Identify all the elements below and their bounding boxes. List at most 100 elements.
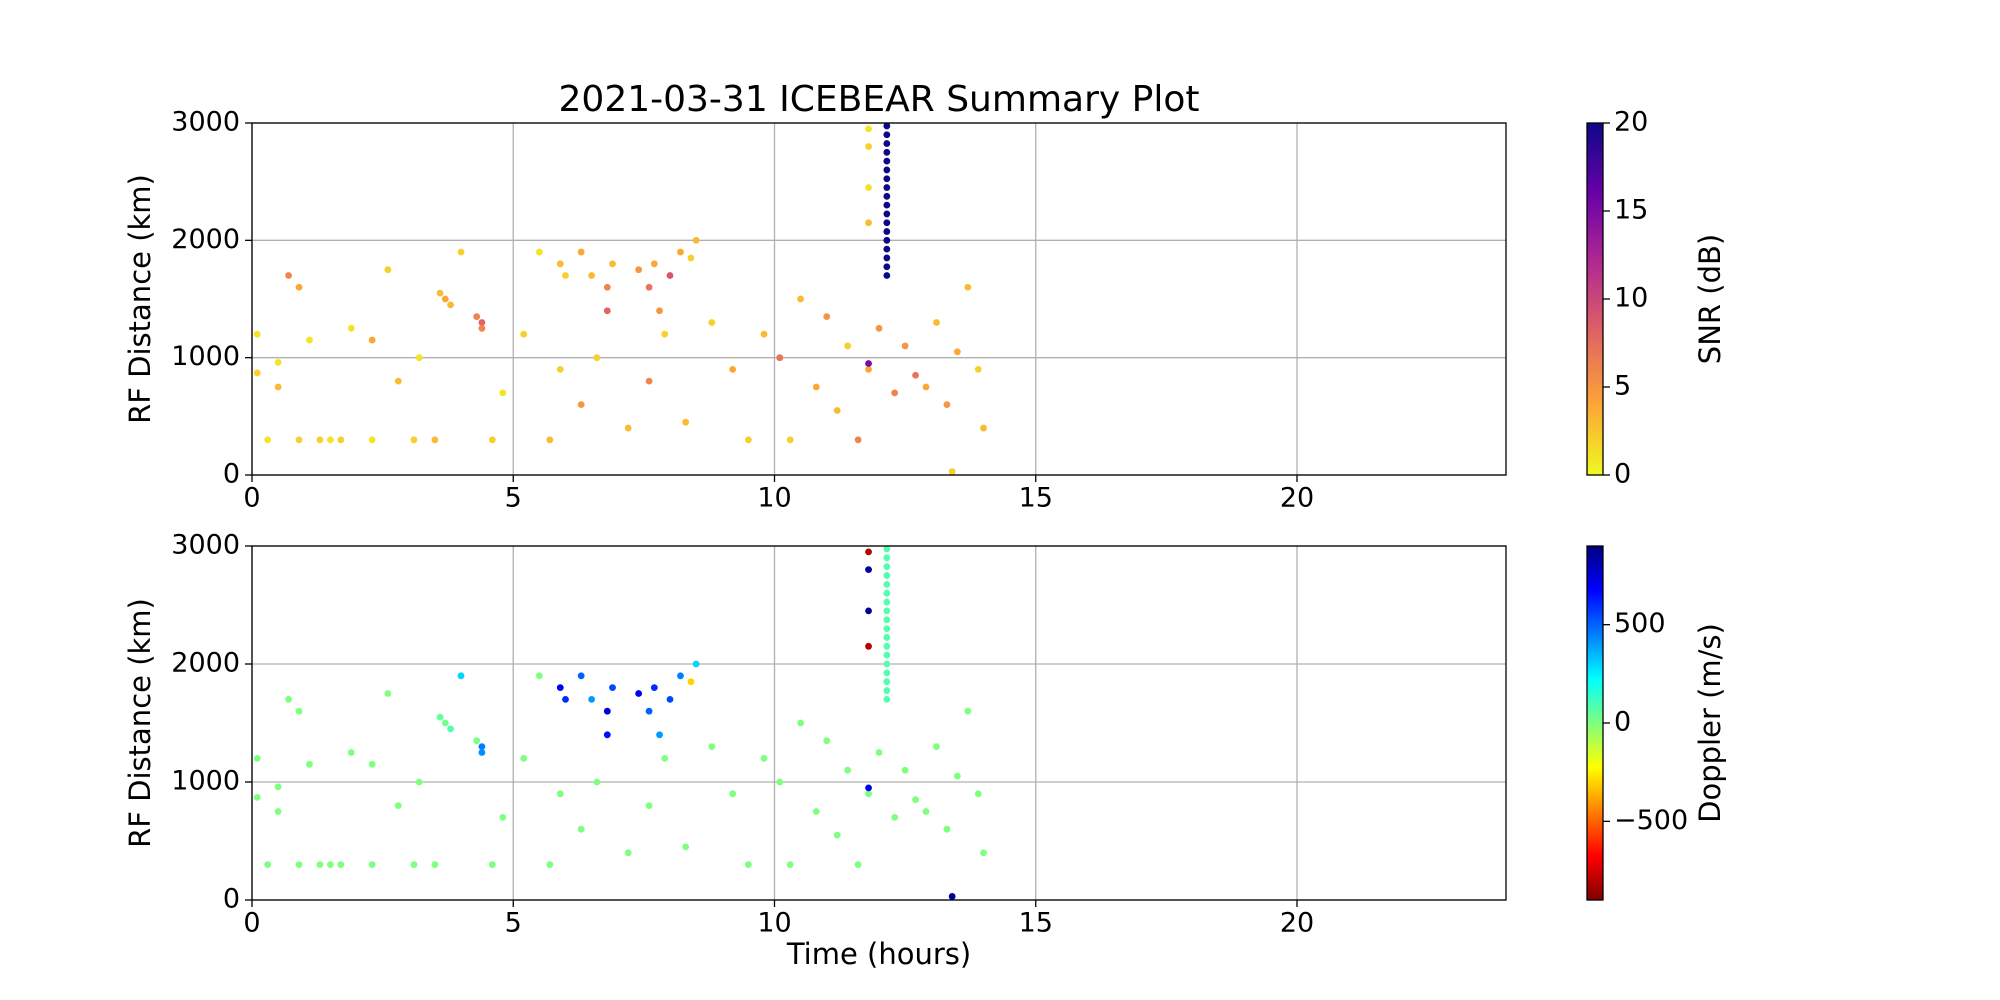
data-point xyxy=(410,861,418,868)
data-point xyxy=(883,272,891,279)
data-point xyxy=(883,148,891,156)
data-point xyxy=(933,743,940,750)
data-point xyxy=(786,861,794,868)
data-point xyxy=(457,672,465,680)
data-point xyxy=(912,796,919,804)
data-point xyxy=(661,755,669,762)
data-point xyxy=(865,784,872,792)
data-point xyxy=(875,324,883,332)
data-point xyxy=(922,383,930,391)
data-point xyxy=(546,861,554,868)
data-point xyxy=(865,366,872,373)
data-point xyxy=(609,260,616,268)
data-point xyxy=(337,436,345,444)
data-point xyxy=(384,266,392,274)
data-point xyxy=(854,861,862,868)
data-point xyxy=(692,660,700,668)
data-point xyxy=(883,642,891,650)
data-point xyxy=(883,580,891,588)
colorbar-tick-label: 15 xyxy=(1614,195,1648,226)
data-point xyxy=(285,696,292,703)
data-point xyxy=(964,707,972,715)
plot-frame xyxy=(251,545,1507,901)
data-point xyxy=(593,354,601,362)
data-point xyxy=(980,849,987,857)
x-tick-label: 0 xyxy=(243,483,260,514)
data-point xyxy=(666,272,674,279)
data-point xyxy=(883,545,891,553)
y-axis-label: RF Distance (km) xyxy=(123,174,157,424)
data-point xyxy=(943,401,951,408)
data-point xyxy=(883,598,891,606)
data-point xyxy=(883,634,891,641)
data-point xyxy=(823,737,831,745)
data-point xyxy=(883,122,891,130)
data-point xyxy=(883,263,891,271)
data-point xyxy=(499,389,507,397)
data-point xyxy=(922,808,930,815)
data-point xyxy=(797,719,805,727)
x-tick-label: 5 xyxy=(505,483,522,514)
data-point xyxy=(760,330,768,338)
data-point xyxy=(431,861,439,868)
data-point xyxy=(812,808,820,815)
y-tick-label: 2000 xyxy=(171,648,240,679)
data-point xyxy=(797,295,805,303)
data-point xyxy=(645,707,653,715)
data-point xyxy=(295,283,303,291)
data-point xyxy=(865,360,872,367)
colorbar xyxy=(1586,122,1604,476)
data-point xyxy=(253,369,261,377)
y-axis-label: RF Distance (km) xyxy=(123,598,157,848)
data-point xyxy=(577,672,585,680)
data-point xyxy=(891,389,899,397)
data-point xyxy=(436,289,444,297)
colorbar-tick-label: 20 xyxy=(1614,107,1648,138)
data-point xyxy=(478,324,486,332)
data-point xyxy=(677,672,684,680)
data-point xyxy=(883,572,891,579)
data-point xyxy=(682,843,690,851)
y-tick-label: 0 xyxy=(223,884,240,915)
plot-frame xyxy=(251,122,1507,476)
data-point xyxy=(953,348,961,356)
data-point xyxy=(883,131,891,139)
data-point xyxy=(306,336,313,344)
colorbar-tick-label: 0 xyxy=(1614,459,1631,490)
data-point xyxy=(760,755,768,762)
data-point xyxy=(624,849,632,857)
data-point xyxy=(883,651,891,659)
data-point xyxy=(875,749,883,756)
data-point xyxy=(883,245,891,253)
data-point xyxy=(823,313,831,320)
data-point xyxy=(577,248,585,256)
data-point xyxy=(729,790,737,798)
data-point xyxy=(556,790,564,798)
data-point xyxy=(974,366,982,373)
data-point xyxy=(368,336,376,344)
data-point xyxy=(603,707,611,715)
data-point xyxy=(953,772,961,780)
data-point xyxy=(520,755,528,762)
data-point xyxy=(883,140,891,147)
data-point xyxy=(883,554,891,562)
data-point xyxy=(447,301,454,309)
data-point xyxy=(295,861,303,868)
data-point xyxy=(865,143,872,150)
x-tick-label: 15 xyxy=(1019,908,1053,939)
data-point xyxy=(431,436,439,444)
data-point xyxy=(865,548,872,556)
data-point xyxy=(883,166,891,174)
data-point xyxy=(933,319,940,326)
data-point xyxy=(677,248,684,256)
data-point xyxy=(883,607,891,615)
data-point xyxy=(865,566,872,573)
data-point xyxy=(891,814,899,821)
y-tick-label: 0 xyxy=(223,459,240,490)
data-point xyxy=(865,219,872,227)
data-point xyxy=(274,358,282,366)
data-point xyxy=(883,687,891,694)
data-point xyxy=(624,424,632,432)
data-point xyxy=(556,684,564,691)
